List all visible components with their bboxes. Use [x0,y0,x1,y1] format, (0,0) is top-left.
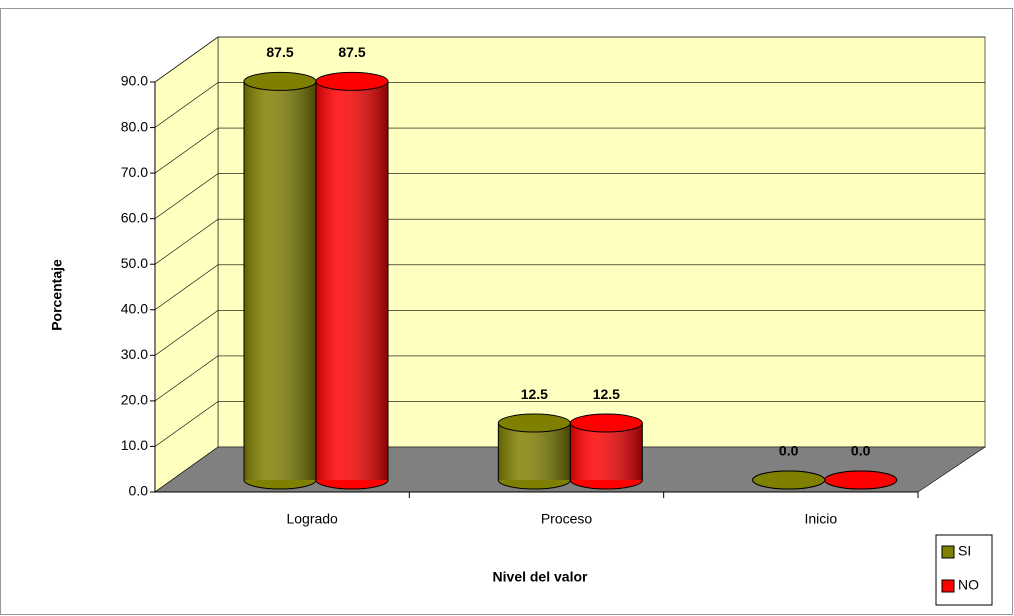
bar-shade [316,81,388,480]
value-label: 0.0 [851,443,871,459]
grid-line [154,82,219,128]
bar-top [243,71,317,91]
bar-top [497,413,571,433]
bar-top [824,470,898,490]
x-tick-label: Logrado [286,511,338,527]
y-axis-label: Porcentaje [49,259,65,331]
legend-label: SI [958,543,971,559]
y-tick-label: 20.0 [121,392,148,408]
grid-line [154,264,219,311]
y-tick-label: 80.0 [121,118,148,134]
y-tick-label: 40.0 [121,300,148,316]
legend-swatch [941,545,955,559]
grid-line [154,36,219,83]
value-label: 0.0 [779,443,799,459]
value-label: 87.5 [338,44,365,60]
bar-top [752,470,826,490]
value-label: 12.5 [593,386,620,402]
y-tick-label: 10.0 [121,437,148,453]
grid-line [154,127,219,174]
grid-line [154,173,219,219]
legend-label: NO [958,577,979,593]
bar-shade [244,81,316,480]
y-tick-label: 50.0 [121,255,148,271]
y-tick-label: 70.0 [121,164,148,180]
value-label: 12.5 [521,386,548,402]
x-tick-label: Inicio [804,511,837,527]
x-axis-label: Nivel del valor [493,569,588,585]
y-tick-label: 30.0 [121,346,148,362]
value-label: 87.5 [266,44,293,60]
grid-line [154,401,219,447]
y-tick-label: 60.0 [121,209,148,225]
grid-line [154,310,219,356]
legend-swatch [941,579,955,593]
bar-top [569,413,643,433]
grid-line [154,355,219,402]
y-tick-label: 90.0 [121,73,148,89]
y-tick-label: 0.0 [129,483,149,499]
grid-line [154,218,219,265]
bar-top [315,71,389,91]
x-tick-label: Proceso [541,511,593,527]
